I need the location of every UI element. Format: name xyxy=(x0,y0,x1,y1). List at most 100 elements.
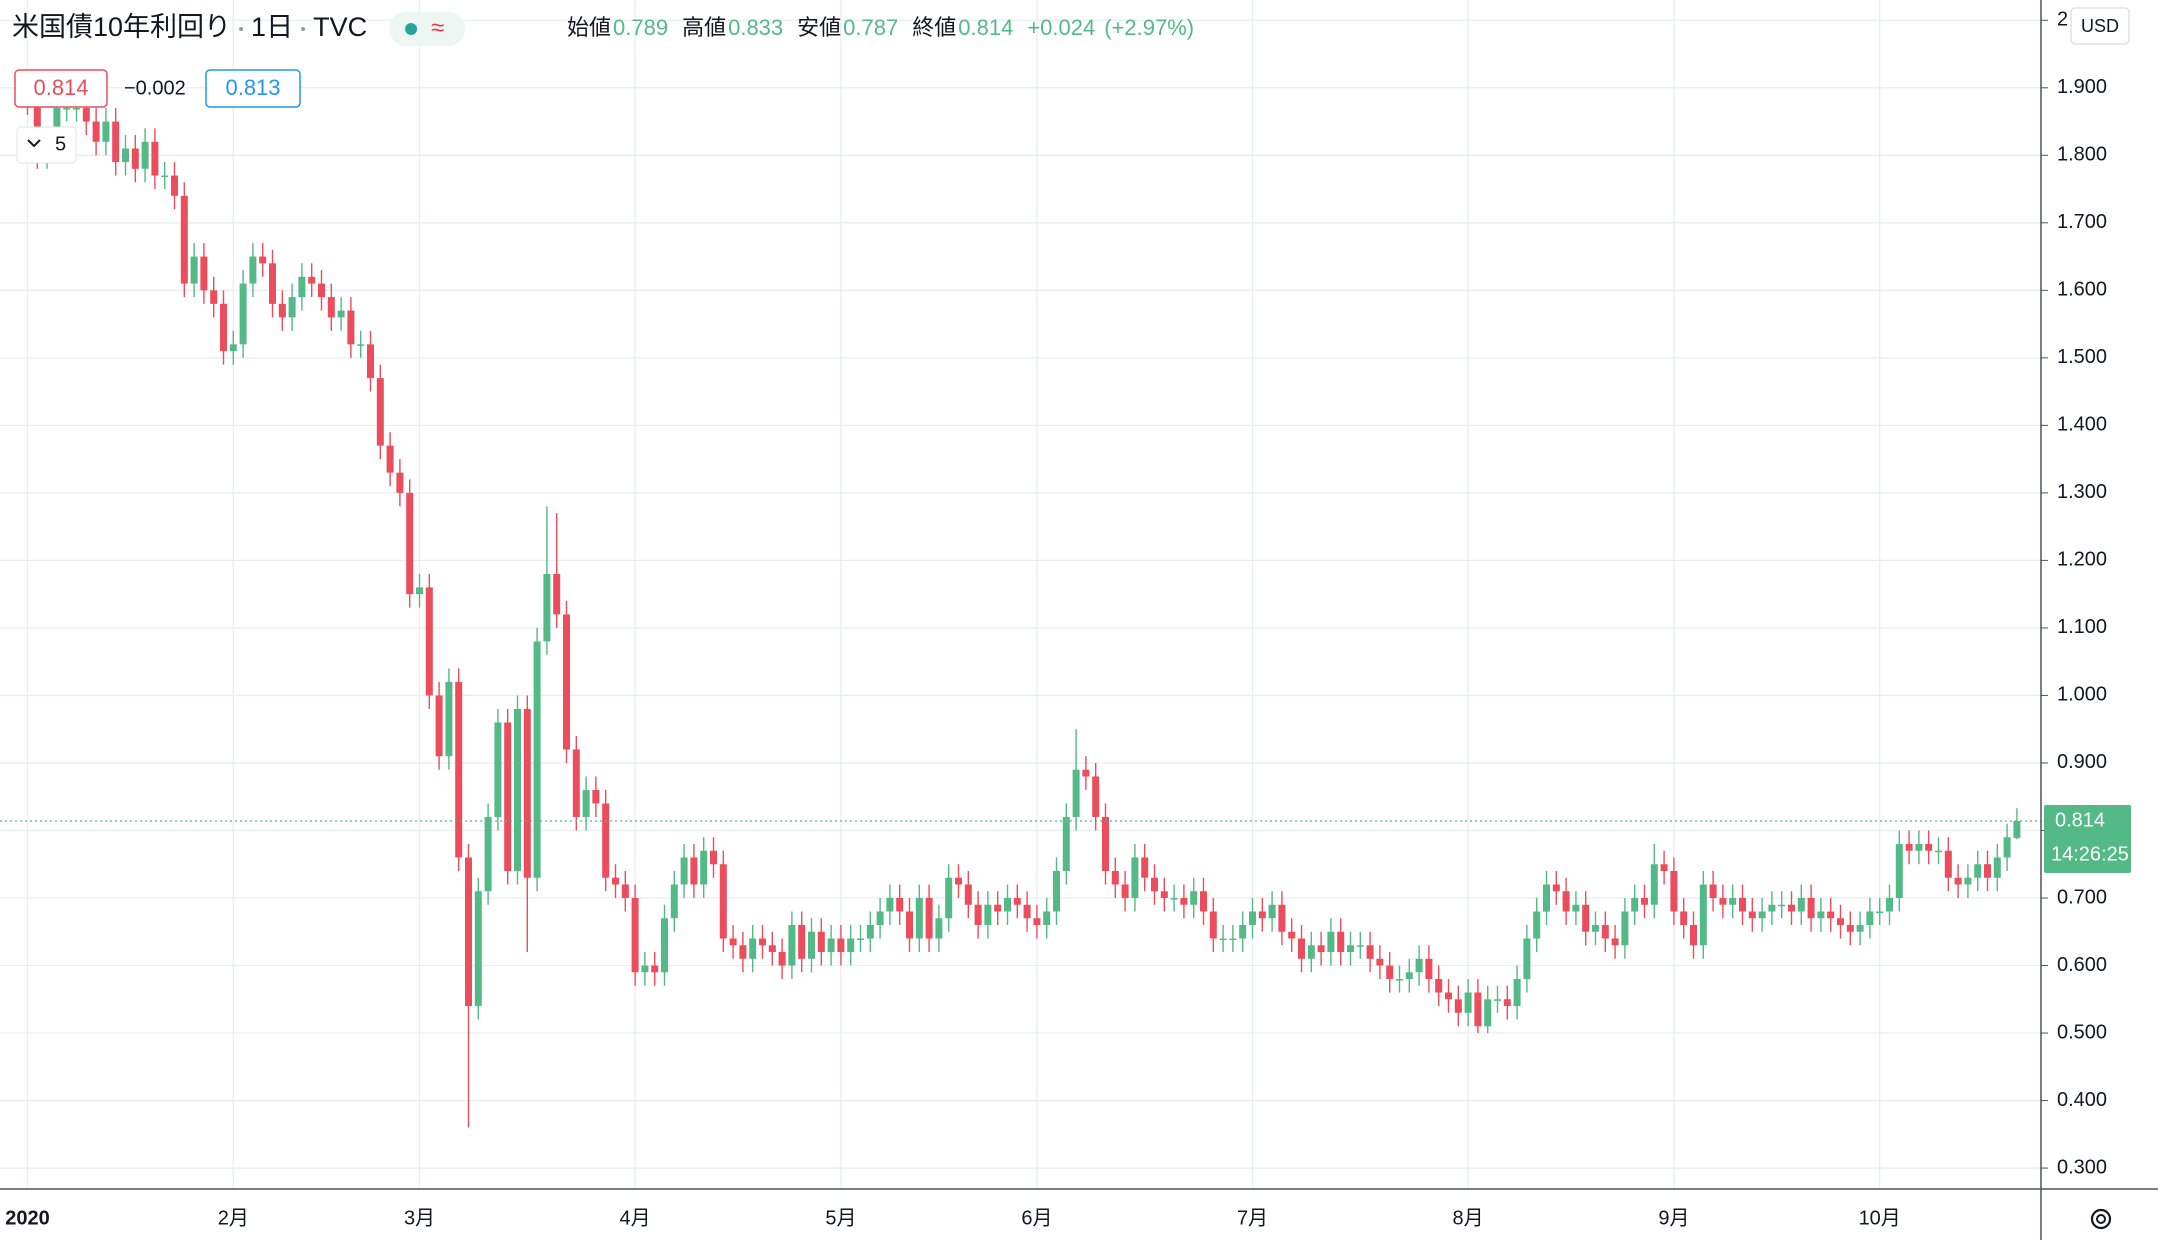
candle-body xyxy=(1827,911,1835,919)
candle-body xyxy=(1503,999,1511,1007)
candle-body xyxy=(1151,877,1158,892)
candle-body xyxy=(1582,904,1590,932)
change: +0.024 xyxy=(1027,15,1095,40)
candle-body xyxy=(1004,897,1011,912)
candle-body xyxy=(445,681,453,757)
candle-body xyxy=(1572,904,1580,912)
candle-body xyxy=(621,884,629,898)
candle-body xyxy=(1621,911,1629,946)
candle-body xyxy=(1278,904,1286,932)
candle-body xyxy=(1788,904,1795,912)
candle-body xyxy=(376,378,384,446)
candle-body xyxy=(1905,843,1913,851)
candle-body xyxy=(906,911,913,939)
candle-body xyxy=(651,965,659,973)
interval: 1日 xyxy=(251,12,293,42)
x-tick-label: 2020 xyxy=(5,1207,50,1229)
candle-body xyxy=(1170,897,1178,900)
candle-body xyxy=(1886,897,1893,912)
candle-body xyxy=(220,303,227,352)
candle-body xyxy=(1464,992,1472,1013)
candle-body xyxy=(1229,938,1237,941)
candle-body xyxy=(1160,891,1168,898)
candle-body xyxy=(1092,776,1100,817)
candle-body xyxy=(171,175,178,196)
candle-body xyxy=(1317,945,1325,953)
candle-body xyxy=(1356,945,1364,947)
candle-body xyxy=(180,195,188,284)
settings-icon[interactable] xyxy=(2090,1208,2112,1230)
candle-body xyxy=(1180,897,1188,905)
candle-body xyxy=(1993,857,2001,878)
candle-body xyxy=(1592,925,1599,932)
bid-box[interactable] xyxy=(14,69,108,108)
ohlc-label: 始値 xyxy=(567,15,611,40)
candle-body xyxy=(935,918,943,939)
candle-body xyxy=(837,938,845,953)
x-tick-label: 10月 xyxy=(1859,1207,1901,1229)
candle-body xyxy=(582,789,590,817)
x-axis: 2020 2月 3月 4月 5月 6月 7月 8月 9月 10月 xyxy=(5,1207,1901,1229)
candle-body xyxy=(1053,870,1060,912)
candle-body xyxy=(1337,931,1345,953)
candle-body xyxy=(210,290,218,304)
candle-body xyxy=(1386,965,1394,980)
candle-body xyxy=(1523,938,1531,980)
candle-body xyxy=(710,850,717,865)
x-tick-label: 5月 xyxy=(825,1207,856,1229)
candles xyxy=(0,74,2041,1128)
candle-body xyxy=(2013,821,2021,838)
candle-body xyxy=(200,256,208,291)
candle-body xyxy=(1680,911,1688,926)
candle-body xyxy=(504,722,512,871)
candle-body xyxy=(1239,925,1247,939)
candle-body xyxy=(749,938,757,959)
candle-body xyxy=(572,749,580,817)
candle-body xyxy=(112,121,120,163)
currency: USD xyxy=(2081,16,2119,36)
candle-body xyxy=(249,256,257,284)
separator-dot xyxy=(239,27,244,31)
candle-body xyxy=(82,108,90,122)
ohlc-value: 0.814 xyxy=(958,15,1013,40)
candle-body xyxy=(102,121,110,142)
price-tag-countdown: 14:26:25 xyxy=(2051,843,2129,865)
candle-body xyxy=(278,303,286,318)
candle-body xyxy=(1817,911,1825,919)
lines-toggle[interactable] xyxy=(16,126,77,164)
candle-body xyxy=(866,925,874,939)
candle-body xyxy=(1768,904,1776,912)
candle-body xyxy=(896,897,904,912)
lines-count: 5 xyxy=(55,133,66,155)
candle-body xyxy=(768,945,776,953)
ask-box[interactable] xyxy=(205,69,301,108)
candle-body xyxy=(1023,904,1031,919)
x-tick-label: 2月 xyxy=(218,1207,249,1229)
candle-body xyxy=(416,587,423,595)
currency-box[interactable] xyxy=(2070,7,2130,45)
candle-body xyxy=(1102,816,1109,871)
candle-body xyxy=(553,573,561,615)
candle-body xyxy=(1494,999,1501,1001)
candle-body xyxy=(1856,925,1864,932)
candle-body xyxy=(367,344,374,379)
candle-body xyxy=(455,681,463,858)
candle-body xyxy=(817,931,825,953)
candle-body xyxy=(690,857,698,885)
candle-body xyxy=(406,492,414,595)
candle-body xyxy=(915,897,923,939)
candle-body xyxy=(563,614,570,750)
candle-body xyxy=(974,904,982,926)
x-tick-label: 8月 xyxy=(1453,1207,1484,1229)
candle-body xyxy=(1895,843,1903,898)
candle-body xyxy=(523,708,531,878)
candle-body xyxy=(592,789,600,804)
candle-body xyxy=(1699,884,1707,946)
bid: 0.814 xyxy=(33,75,88,100)
candle-body xyxy=(1043,911,1051,926)
candle-body xyxy=(1533,911,1541,939)
candle-body xyxy=(1366,945,1374,959)
candle-body xyxy=(1425,958,1433,980)
candle-body xyxy=(1641,897,1648,905)
candle-body xyxy=(1131,857,1139,898)
